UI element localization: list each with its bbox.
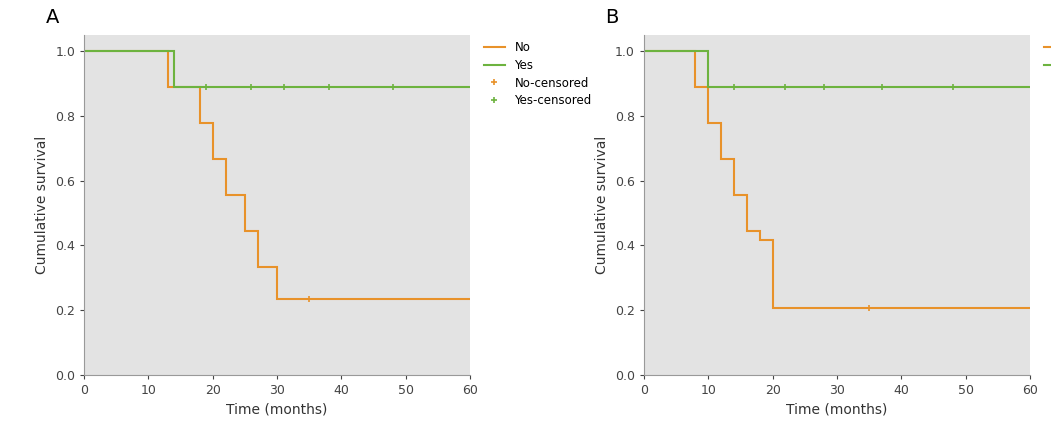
X-axis label: Time (months): Time (months) [226,403,328,416]
Text: B: B [605,8,619,27]
X-axis label: Time (months): Time (months) [786,403,888,416]
Y-axis label: Cumulative survival: Cumulative survival [36,136,49,274]
Legend: No, Yes, No-censored, Yes-censored: No, Yes, No-censored, Yes-censored [483,41,592,107]
Legend: No, Yes, No-censored, Yes-censored: No, Yes, No-censored, Yes-censored [1044,41,1051,107]
Text: A: A [45,8,59,27]
Y-axis label: Cumulative survival: Cumulative survival [595,136,610,274]
